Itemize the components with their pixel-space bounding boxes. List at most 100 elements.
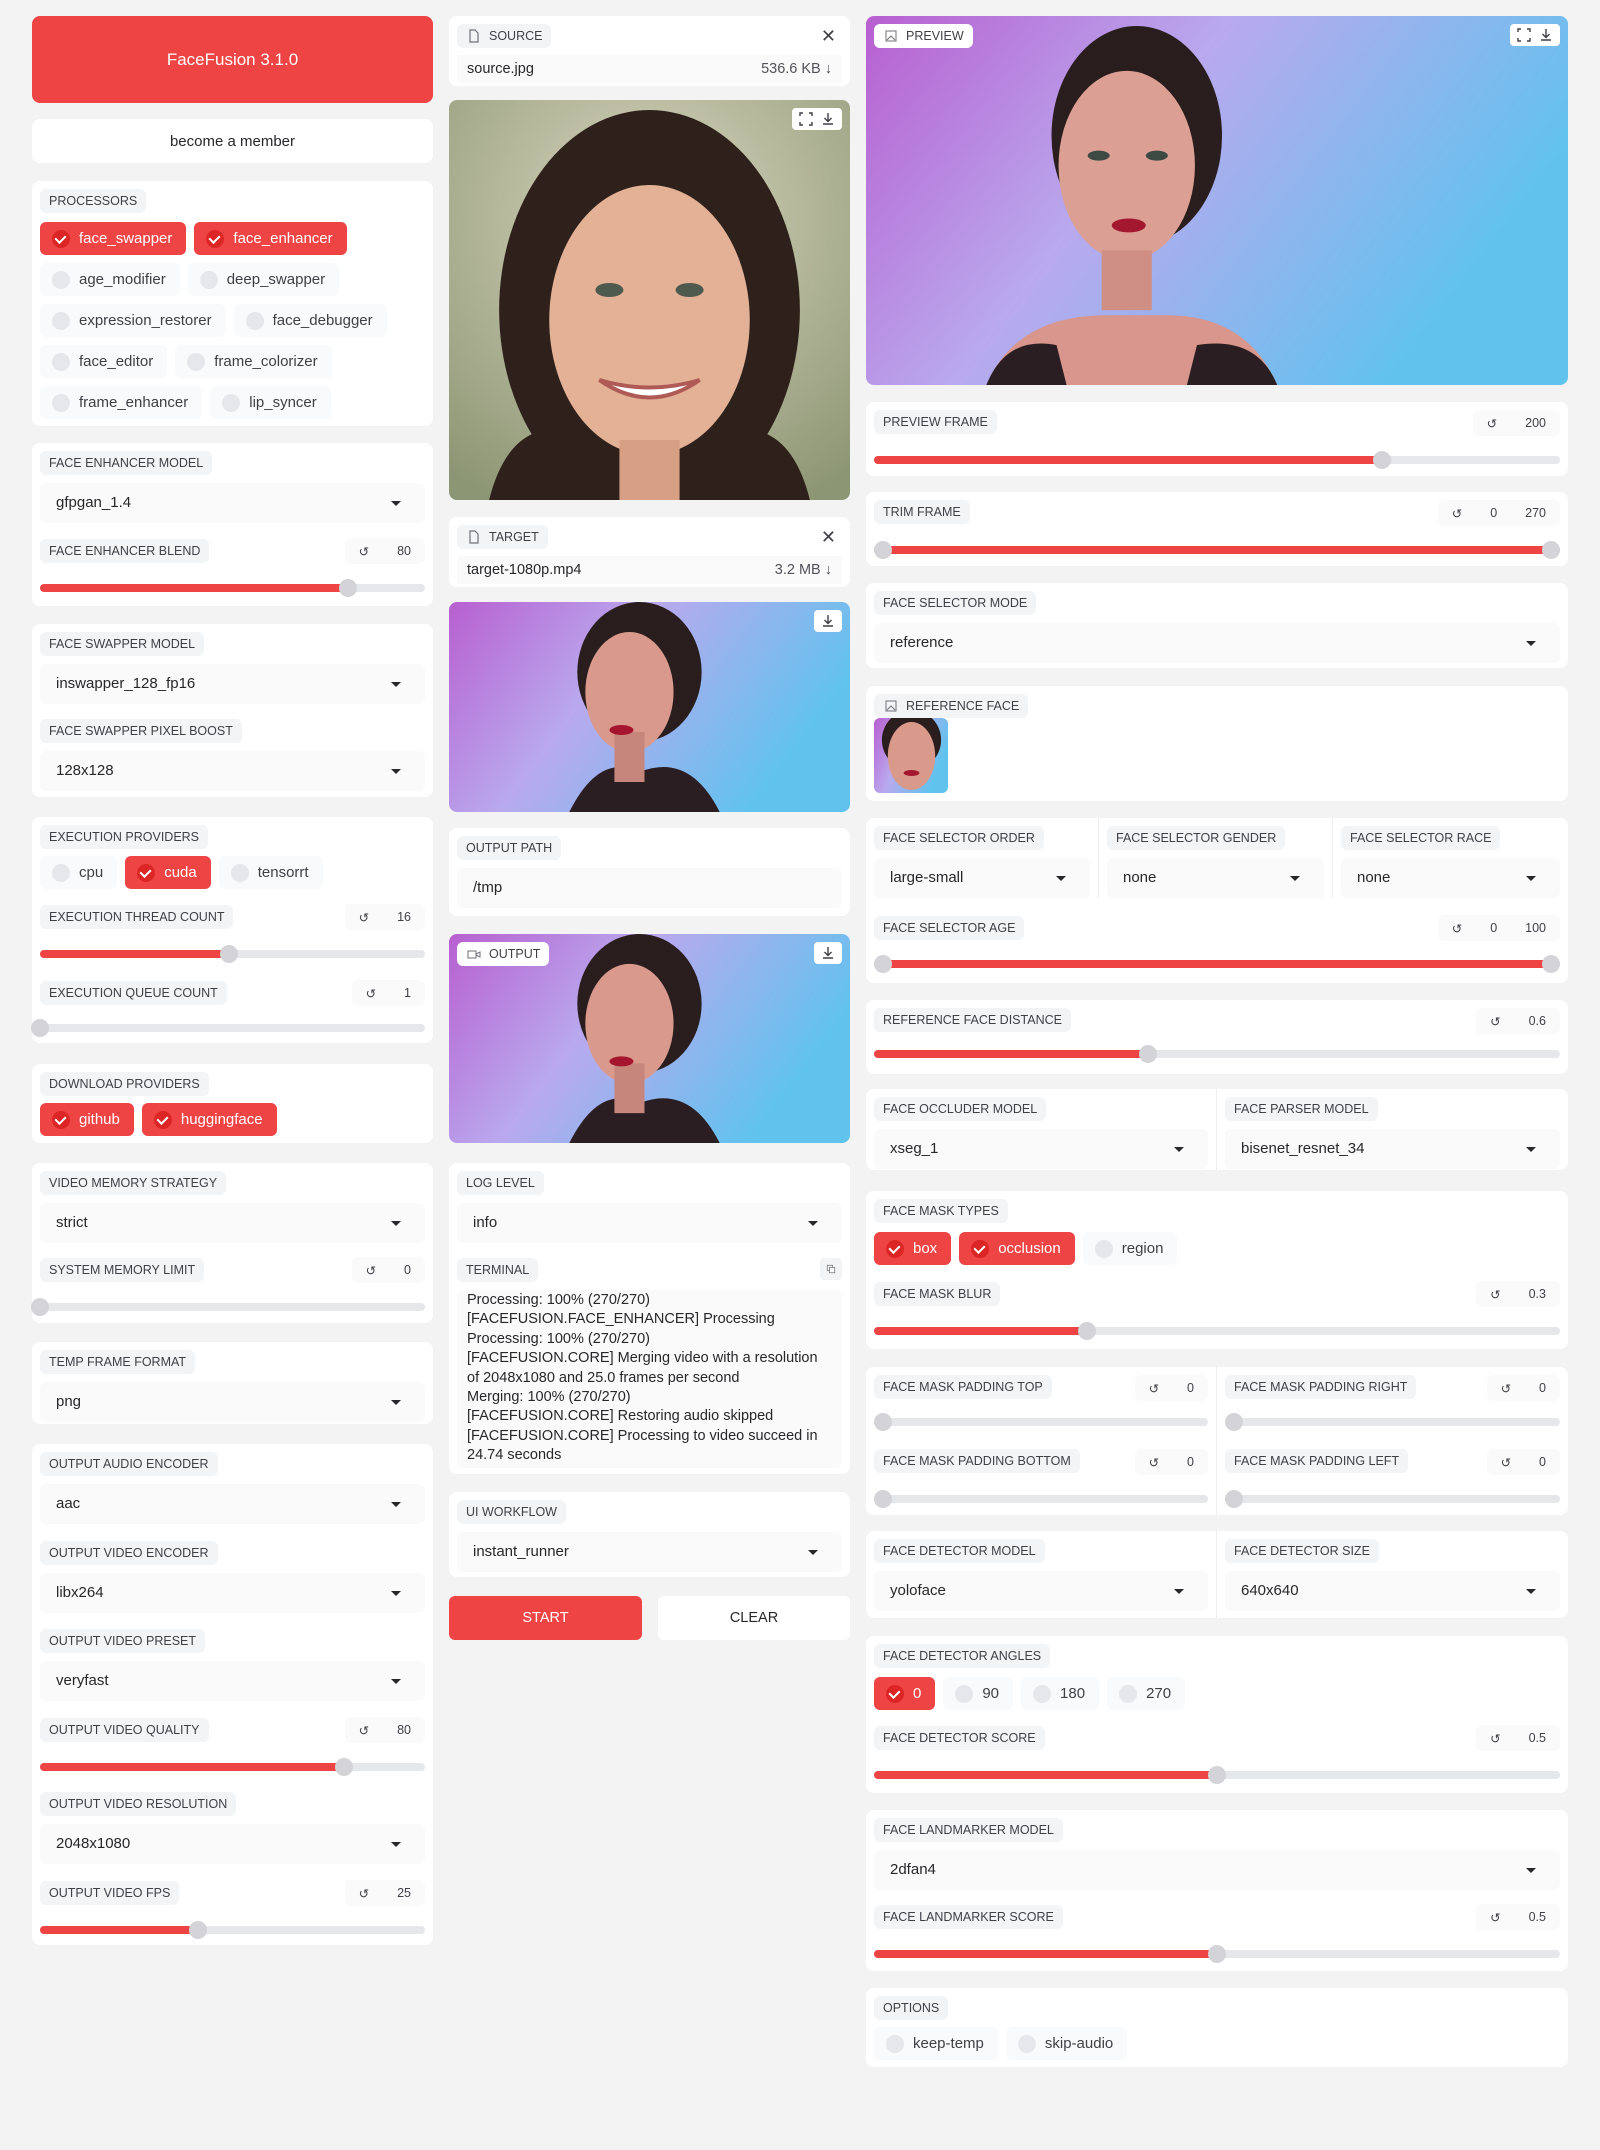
output-video[interactable]: OUTPUT <box>449 934 850 1143</box>
face-mask-padding-bottom-input[interactable]: ↺ 0 <box>1134 1449 1208 1475</box>
become-member-button[interactable]: become a member <box>32 119 433 163</box>
reset-icon[interactable]: ↺ <box>1451 921 1463 936</box>
processor-face-editor[interactable]: face_editor <box>40 345 168 378</box>
trim-end-value[interactable]: 270 <box>1525 506 1546 520</box>
close-icon[interactable]: ✕ <box>820 26 836 46</box>
execution-thread-count-input[interactable]: ↺ 16 <box>344 904 425 930</box>
output-audio-encoder-dropdown[interactable]: aac <box>40 1484 425 1524</box>
download-icon[interactable] <box>820 945 836 961</box>
start-button[interactable]: START <box>449 1596 642 1640</box>
source-filesize[interactable]: 536.6 KB ↓ <box>761 61 832 77</box>
reset-icon[interactable]: ↺ <box>358 1886 370 1901</box>
temp-frame-format-dropdown[interactable]: png <box>40 1382 425 1422</box>
fullscreen-icon[interactable] <box>1516 27 1532 43</box>
execution-thread-count-slider[interactable] <box>40 945 425 963</box>
target-filesize[interactable]: 3.2 MB ↓ <box>774 562 832 578</box>
reset-icon[interactable]: ↺ <box>1490 1910 1501 1925</box>
copy-button[interactable] <box>820 1258 842 1280</box>
face-detector-size-dropdown[interactable]: 640x640 <box>1225 1571 1560 1611</box>
output-path-input[interactable]: /tmp <box>457 868 842 908</box>
slider-thumb[interactable] <box>1208 1766 1226 1784</box>
output-video-encoder-dropdown[interactable]: libx264 <box>40 1573 425 1613</box>
output-video-fps-slider[interactable] <box>40 1921 425 1939</box>
preview-frame-input[interactable]: ↺ 200 <box>1472 410 1560 436</box>
face-occluder-model-dropdown[interactable]: xseg_1 <box>874 1129 1208 1169</box>
slider-thumb-end[interactable] <box>1542 541 1560 559</box>
processor-face-swapper[interactable]: face_swapper <box>40 222 187 255</box>
face-mask-padding-top-input[interactable]: ↺ 0 <box>1134 1375 1208 1401</box>
angle-180[interactable]: 180 <box>1021 1677 1100 1710</box>
processor-face-debugger[interactable]: face_debugger <box>233 304 387 337</box>
face-swapper-pixel-boost-dropdown[interactable]: 128x128 <box>40 751 425 791</box>
trim-frame-range-slider[interactable] <box>874 541 1560 559</box>
slider-thumb[interactable] <box>339 579 357 597</box>
system-memory-limit-input[interactable]: ↺ 0 <box>351 1257 425 1283</box>
slider-thumb[interactable] <box>1372 451 1391 469</box>
reset-icon[interactable]: ↺ <box>1490 1287 1501 1302</box>
reset-icon[interactable]: ↺ <box>365 1263 377 1278</box>
reset-icon[interactable]: ↺ <box>1451 506 1463 521</box>
reference-face-distance-slider[interactable] <box>874 1045 1560 1063</box>
face-detector-score-slider[interactable] <box>874 1766 1560 1784</box>
reset-icon[interactable]: ↺ <box>1490 1014 1501 1029</box>
face-landmarker-score-slider[interactable] <box>874 1945 1560 1963</box>
processor-face-enhancer[interactable]: face_enhancer <box>194 222 347 255</box>
slider-thumb-start[interactable] <box>874 541 892 559</box>
output-video-resolution-dropdown[interactable]: 2048x1080 <box>40 1824 425 1864</box>
target-file-row[interactable]: target-1080p.mp4 3.2 MB ↓ <box>457 556 842 584</box>
trim-frame-input[interactable]: ↺ 0 270 <box>1437 500 1560 526</box>
face-parser-model-dropdown[interactable]: bisenet_resnet_34 <box>1225 1129 1560 1169</box>
ui-workflow-dropdown[interactable]: instant_runner <box>457 1532 842 1572</box>
face-mask-padding-bottom-slider[interactable] <box>874 1490 1208 1508</box>
reset-icon[interactable]: ↺ <box>1148 1381 1160 1396</box>
option-keep-temp[interactable]: keep-temp <box>874 2027 998 2060</box>
output-video-quality-slider[interactable] <box>40 1758 425 1776</box>
terminal-output[interactable]: Processing: 100% (270/270) [FACEFUSION.F… <box>457 1290 842 1468</box>
preview-frame-slider[interactable] <box>874 451 1560 469</box>
age-end-value[interactable]: 100 <box>1525 921 1546 935</box>
face-selector-mode-dropdown[interactable]: reference <box>874 623 1560 663</box>
reset-icon[interactable]: ↺ <box>1500 1455 1512 1470</box>
face-mask-blur-slider[interactable] <box>874 1322 1560 1340</box>
reset-icon[interactable]: ↺ <box>358 910 370 925</box>
source-file-row[interactable]: source.jpg 536.6 KB ↓ <box>457 55 842 83</box>
slider-thumb[interactable] <box>874 1413 892 1431</box>
slider-thumb[interactable] <box>31 1298 49 1316</box>
mask-type-region[interactable]: region <box>1082 1232 1178 1265</box>
face-detector-model-dropdown[interactable]: yoloface <box>874 1571 1208 1611</box>
slider-thumb[interactable] <box>335 1758 354 1776</box>
reset-icon[interactable]: ↺ <box>1490 1731 1501 1746</box>
output-video-quality-input[interactable]: ↺ 80 <box>344 1717 425 1743</box>
reset-icon[interactable]: ↺ <box>358 544 370 559</box>
reset-icon[interactable]: ↺ <box>1148 1455 1160 1470</box>
provider-cuda[interactable]: cuda <box>125 856 211 889</box>
face-mask-padding-left-input[interactable]: ↺ 0 <box>1486 1449 1560 1475</box>
processor-lip-syncer[interactable]: lip_syncer <box>210 386 331 419</box>
face-mask-padding-right-slider[interactable] <box>1225 1413 1560 1431</box>
system-memory-limit-slider[interactable] <box>31 1298 425 1316</box>
fullscreen-icon[interactable] <box>798 111 814 127</box>
slider-thumb[interactable] <box>1225 1490 1243 1508</box>
face-landmarker-model-dropdown[interactable]: 2dfan4 <box>874 1850 1560 1890</box>
download-icon[interactable] <box>1538 27 1554 43</box>
processor-expression-restorer[interactable]: expression_restorer <box>40 304 226 337</box>
slider-thumb[interactable] <box>874 1490 892 1508</box>
output-video-preset-dropdown[interactable]: veryfast <box>40 1661 425 1701</box>
processor-frame-enhancer[interactable]: frame_enhancer <box>40 386 203 419</box>
mask-type-box[interactable]: box <box>874 1232 952 1265</box>
angle-90[interactable]: 90 <box>943 1677 1014 1710</box>
download-icon[interactable] <box>820 613 836 629</box>
processor-age-modifier[interactable]: age_modifier <box>40 263 180 296</box>
provider-cpu[interactable]: cpu <box>40 856 118 889</box>
reset-icon[interactable]: ↺ <box>365 986 377 1001</box>
download-provider-github[interactable]: github <box>40 1103 134 1136</box>
face-landmarker-score-input[interactable]: ↺ 0.5 <box>1476 1904 1560 1930</box>
provider-tensorrt[interactable]: tensorrt <box>218 856 323 889</box>
slider-thumb[interactable] <box>1139 1045 1158 1063</box>
output-video-fps-input[interactable]: ↺ 25 <box>344 1880 425 1906</box>
download-icon[interactable] <box>820 111 836 127</box>
angle-0[interactable]: 0 <box>874 1677 936 1710</box>
execution-queue-count-slider[interactable] <box>31 1019 425 1037</box>
slider-thumb[interactable] <box>1077 1322 1096 1340</box>
face-selector-race-dropdown[interactable]: none <box>1341 858 1560 898</box>
